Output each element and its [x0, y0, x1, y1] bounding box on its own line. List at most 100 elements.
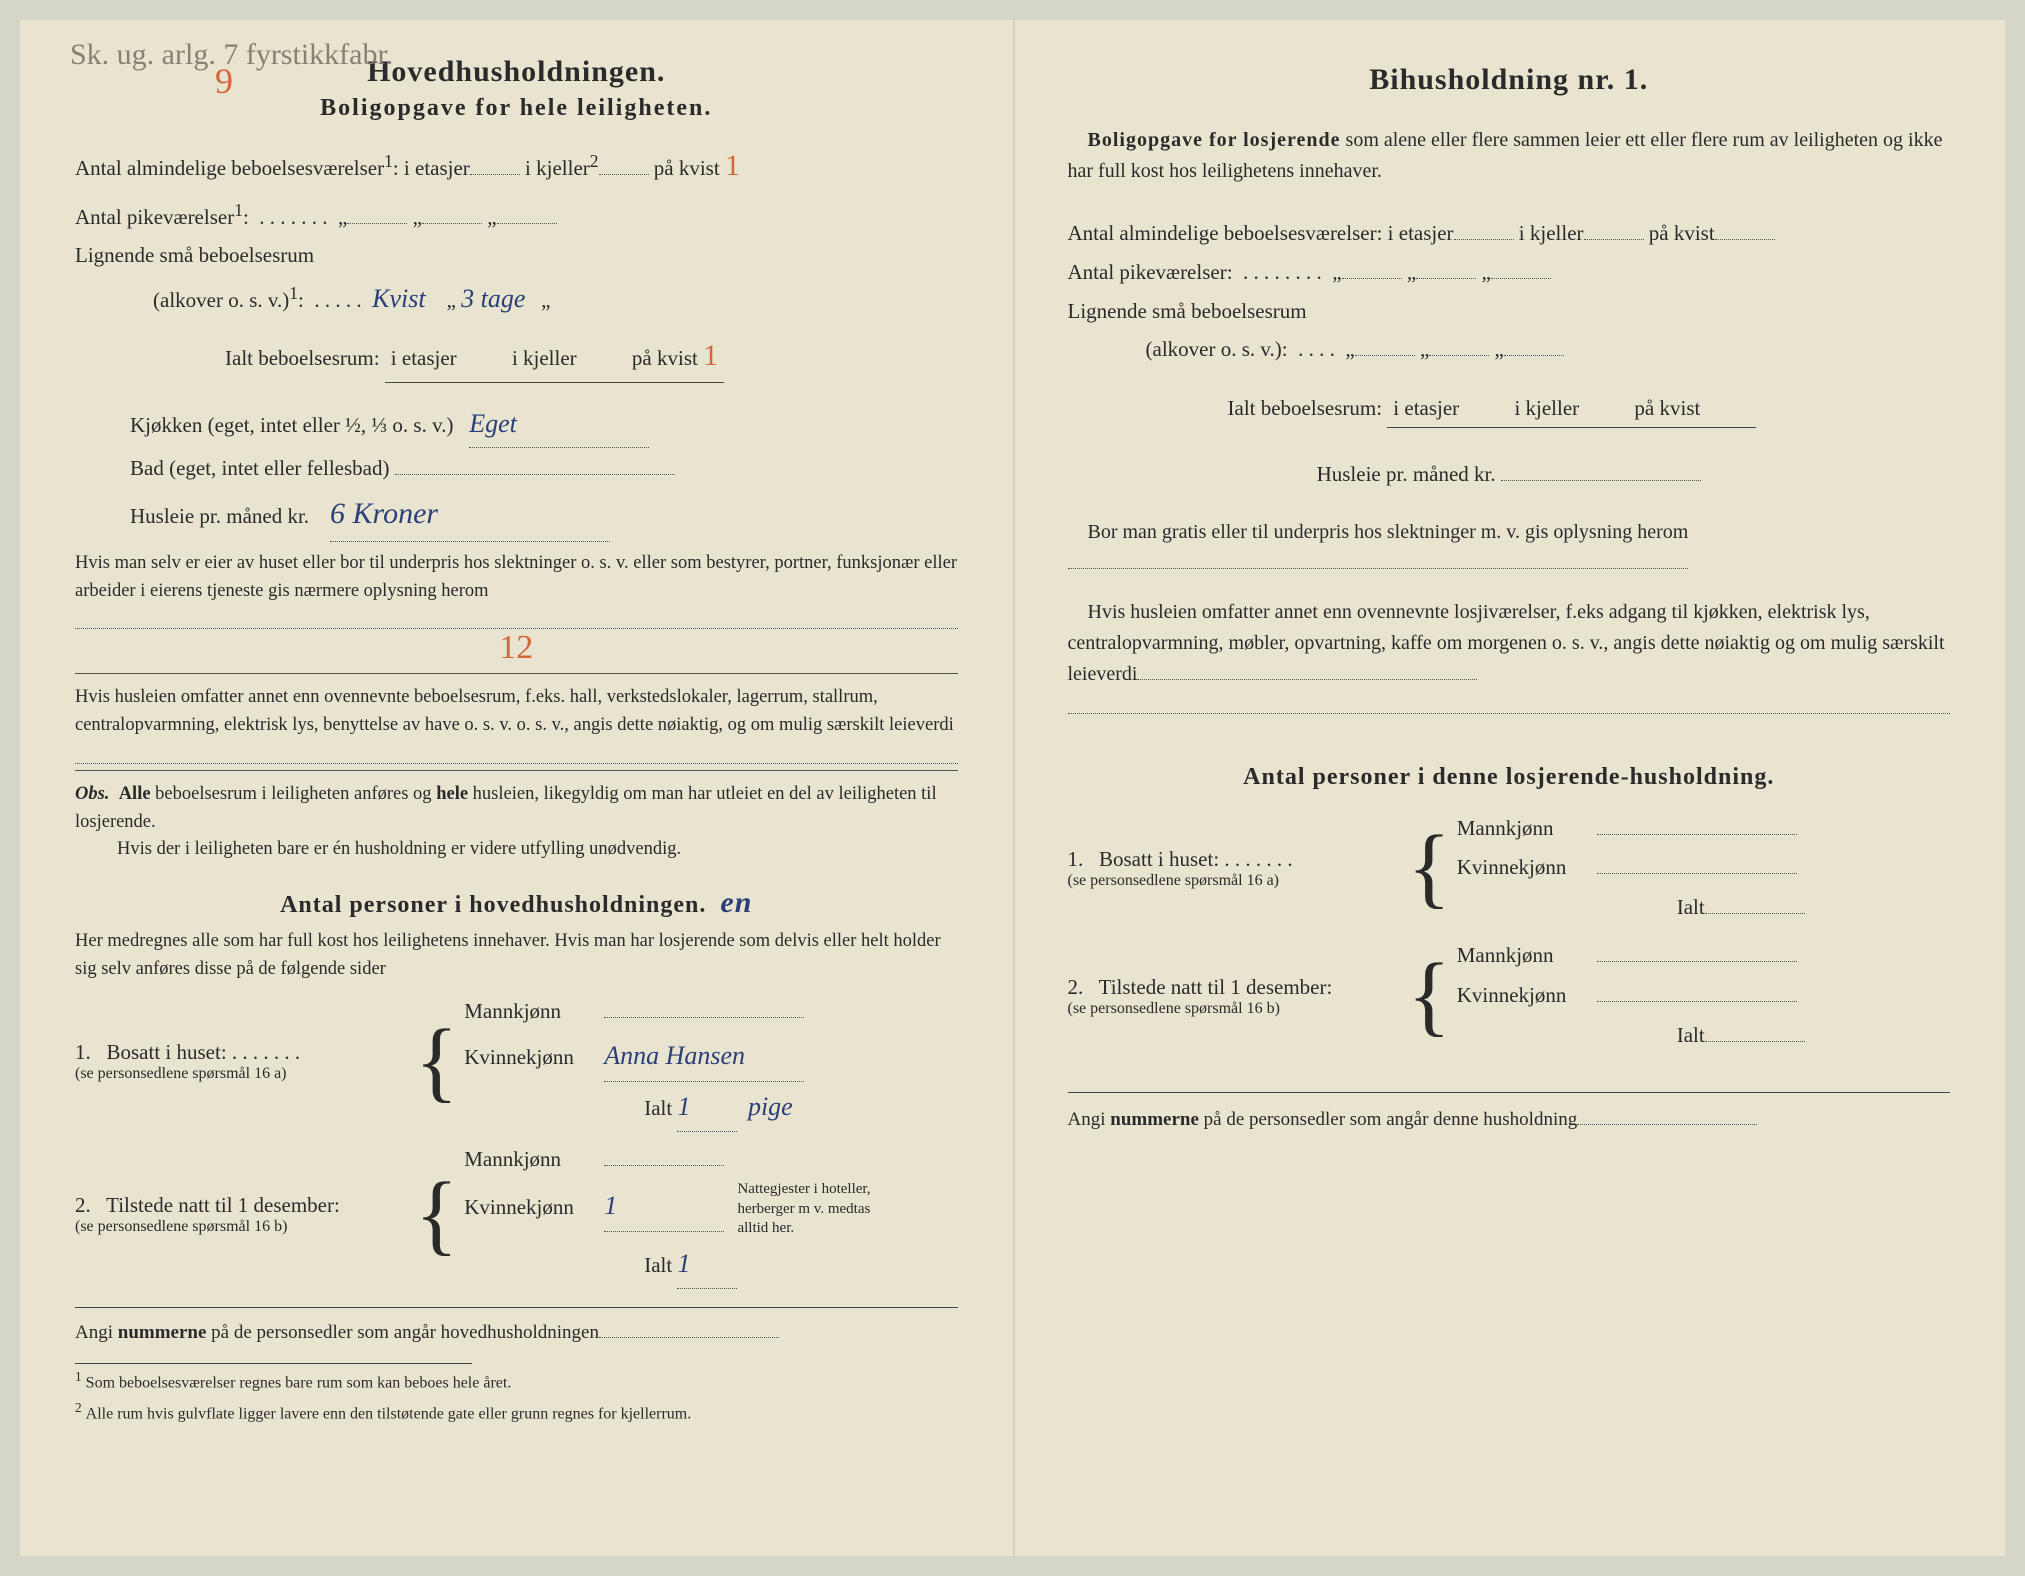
q2-ialt: Ialt: [464, 1246, 672, 1286]
r-para1-blank[interactable]: [1068, 568, 1688, 569]
q1-num: 1.: [75, 1040, 91, 1064]
sec2-title: Antal personer i hovedhusholdningen. en: [75, 886, 958, 920]
brace-2: {: [415, 1179, 458, 1251]
r-q1-ialt-val[interactable]: [1705, 913, 1805, 914]
blank-floors[interactable]: [470, 174, 520, 175]
blank-bottom[interactable]: [599, 1337, 779, 1338]
blank-cellar[interactable]: [599, 174, 649, 175]
label-cellar: i kjeller: [525, 156, 590, 180]
r-para2: Hvis husleien omfatter annet enn ovennev…: [1068, 597, 1951, 690]
r-label-attic: på kvist: [1649, 221, 1715, 245]
blank-maid-3[interactable]: [497, 223, 557, 224]
bottom-line: Angi nummerne på de personsedler som ang…: [75, 1316, 958, 1349]
q1-mann: Mannkjønn: [464, 992, 604, 1032]
r-blank-m1[interactable]: [1342, 278, 1402, 279]
r-q1-kvinne: Kvinnekjønn: [1457, 848, 1597, 888]
r-label-maid: Antal pikeværelser:: [1068, 260, 1233, 284]
label-attic: på kvist: [654, 156, 720, 180]
r-blank-2[interactable]: [1584, 239, 1644, 240]
rule-bottom: [75, 1307, 958, 1308]
r-q1-kvinne-val[interactable]: [1597, 873, 1797, 874]
r-label-rooms: Antal almindelige beboelsesværelser: i e…: [1068, 221, 1454, 245]
r-q1-mann: Mannkjønn: [1457, 809, 1597, 849]
r-ditto-1: „: [1332, 260, 1341, 284]
right-page: Bihusholdning nr. 1. Boligopgave for los…: [1013, 20, 2006, 1556]
rule-2: [75, 770, 958, 771]
line-similar-rooms: Lignende små beboelsesrum: [75, 237, 958, 274]
label-floors: : i etasjer: [393, 156, 470, 180]
blank-extra-1[interactable]: [75, 744, 958, 764]
r-blank-m2[interactable]: [1416, 278, 1476, 279]
line-alcoves: (alkover o. s. v.)1: . . . . . Kvist „ 3…: [153, 276, 958, 322]
q2-label: 2. Tilstede natt til 1 desember: (se per…: [75, 1193, 415, 1236]
r-q2-mann-val[interactable]: [1597, 961, 1797, 962]
r-para1-text: Bor man gratis eller til underpris hos s…: [1088, 521, 1689, 543]
q1-label: 1. Bosatt i huset: . . . . . . . (se per…: [75, 1040, 415, 1083]
r-q2-kvinne: Kvinnekjønn: [1457, 976, 1597, 1016]
colon-2: :: [298, 288, 304, 312]
r-q1-content: Mannkjønn Kvinnekjønn Ialt: [1457, 809, 1805, 929]
q2-sub: (se personsedlene spørsmål 16 b): [75, 1218, 415, 1236]
hand-kvist: Kvist: [372, 284, 425, 313]
r-label-cellar: i kjeller: [1519, 221, 1584, 245]
q2-text: Tilstede natt til 1 desember:: [106, 1193, 340, 1217]
r-blank-3[interactable]: [1715, 239, 1775, 240]
right-title: Bihusholdning nr. 1.: [1068, 63, 1951, 97]
q2-num: 2.: [75, 1193, 91, 1217]
right-subtitle-bold: Boligopgave for losjerende: [1088, 129, 1341, 151]
r-line-rooms: Antal almindelige beboelsesværelser: i e…: [1068, 215, 1951, 252]
r-blank-a3[interactable]: [1504, 355, 1564, 356]
r-line-similar: Lignende små beboelsesrum: [1068, 293, 1951, 330]
sup-2: 2: [590, 151, 599, 171]
r-q2-mann: Mannkjønn: [1457, 936, 1597, 976]
ditto-3: „: [487, 205, 496, 229]
r-rent: Husleie pr. måned kr.: [1068, 456, 1951, 493]
total-underline: i etasjer i kjeller på kvist 1: [385, 330, 724, 384]
obs-text-1: Alle beboelsesrum i leiligheten anføres …: [75, 784, 937, 832]
census-form-sheet: Sk. ug. arlg. 7 fyrstikkfabr. 9 Hovedhus…: [20, 20, 2005, 1556]
obs-text-2: Hvis der i leiligheten bare er én hushol…: [117, 836, 681, 864]
r-q1-label: 1. Bosatt i huset: . . . . . . . (se per…: [1068, 847, 1408, 890]
hand-kitchen: Eget: [469, 401, 649, 448]
r-blank-m3[interactable]: [1491, 278, 1551, 279]
q2-kvinne: Kvinnekjønn: [464, 1188, 604, 1228]
blank-bath[interactable]: [395, 474, 675, 475]
r-total-label: Ialt beboelsesrum:: [1228, 396, 1383, 420]
hand-rent: 6 Kroner: [330, 488, 610, 542]
total-attic: på kvist: [632, 346, 698, 370]
label-rooms: Antal almindelige beboelsesværelser: [75, 156, 384, 180]
sec2-intro: Her medregnes alle som har full kost hos…: [75, 928, 958, 984]
r-q2-kvinne-val[interactable]: [1597, 1001, 1797, 1002]
q1-content: Mannkjønn KvinnekjønnAnna Hansen Ialt 1 …: [464, 992, 804, 1133]
blank-maid-1[interactable]: [347, 223, 407, 224]
q2-mann: Mannkjønn: [464, 1140, 604, 1180]
r-blank-bottom[interactable]: [1577, 1124, 1757, 1125]
r-brace-1: {: [1408, 832, 1451, 904]
para-owner: Hvis man selv er eier av huset eller bor…: [75, 550, 958, 606]
r-q1-mann-val[interactable]: [1597, 834, 1797, 835]
right-subtitle: Boligopgave for losjerende som alene ell…: [1068, 125, 1951, 187]
colon: :: [243, 205, 249, 229]
r-total: Ialt beboelsesrum: i etasjer i kjeller p…: [1068, 390, 1951, 428]
r-blank-a2[interactable]: [1429, 355, 1489, 356]
r-q1-ialt: Ialt: [1457, 888, 1705, 928]
r-total-underline: i etasjer i kjeller på kvist: [1387, 390, 1756, 428]
q1-text: Bosatt i huset:: [107, 1040, 227, 1064]
footnote-2: 2 Alle rum hvis gulvflate ligger lavere …: [75, 1399, 958, 1426]
blank-owner-1[interactable]: [75, 609, 958, 629]
r-para2-blank[interactable]: [1137, 679, 1477, 680]
q1-mann-val[interactable]: [604, 1017, 804, 1018]
r-blank-a1[interactable]: [1355, 355, 1415, 356]
r-q2-group: 2. Tilstede natt til 1 desember: (se per…: [1068, 936, 1951, 1056]
ditto-1: „: [338, 205, 347, 229]
attic-mark-red: 1: [725, 149, 740, 182]
r-blank-extra[interactable]: [1068, 694, 1951, 714]
q2-mann-val[interactable]: [604, 1165, 724, 1166]
fn-rule: [75, 1363, 472, 1364]
r-blank-1[interactable]: [1454, 239, 1514, 240]
q2-content: Mannkjønn Kvinnekjønn1 Nattegjester i ho…: [464, 1140, 877, 1289]
blank-maid-2[interactable]: [422, 223, 482, 224]
r-rent-blank[interactable]: [1501, 480, 1701, 481]
r-q2-ialt-val[interactable]: [1705, 1041, 1805, 1042]
label-similar: Lignende små beboelsesrum: [75, 243, 314, 267]
